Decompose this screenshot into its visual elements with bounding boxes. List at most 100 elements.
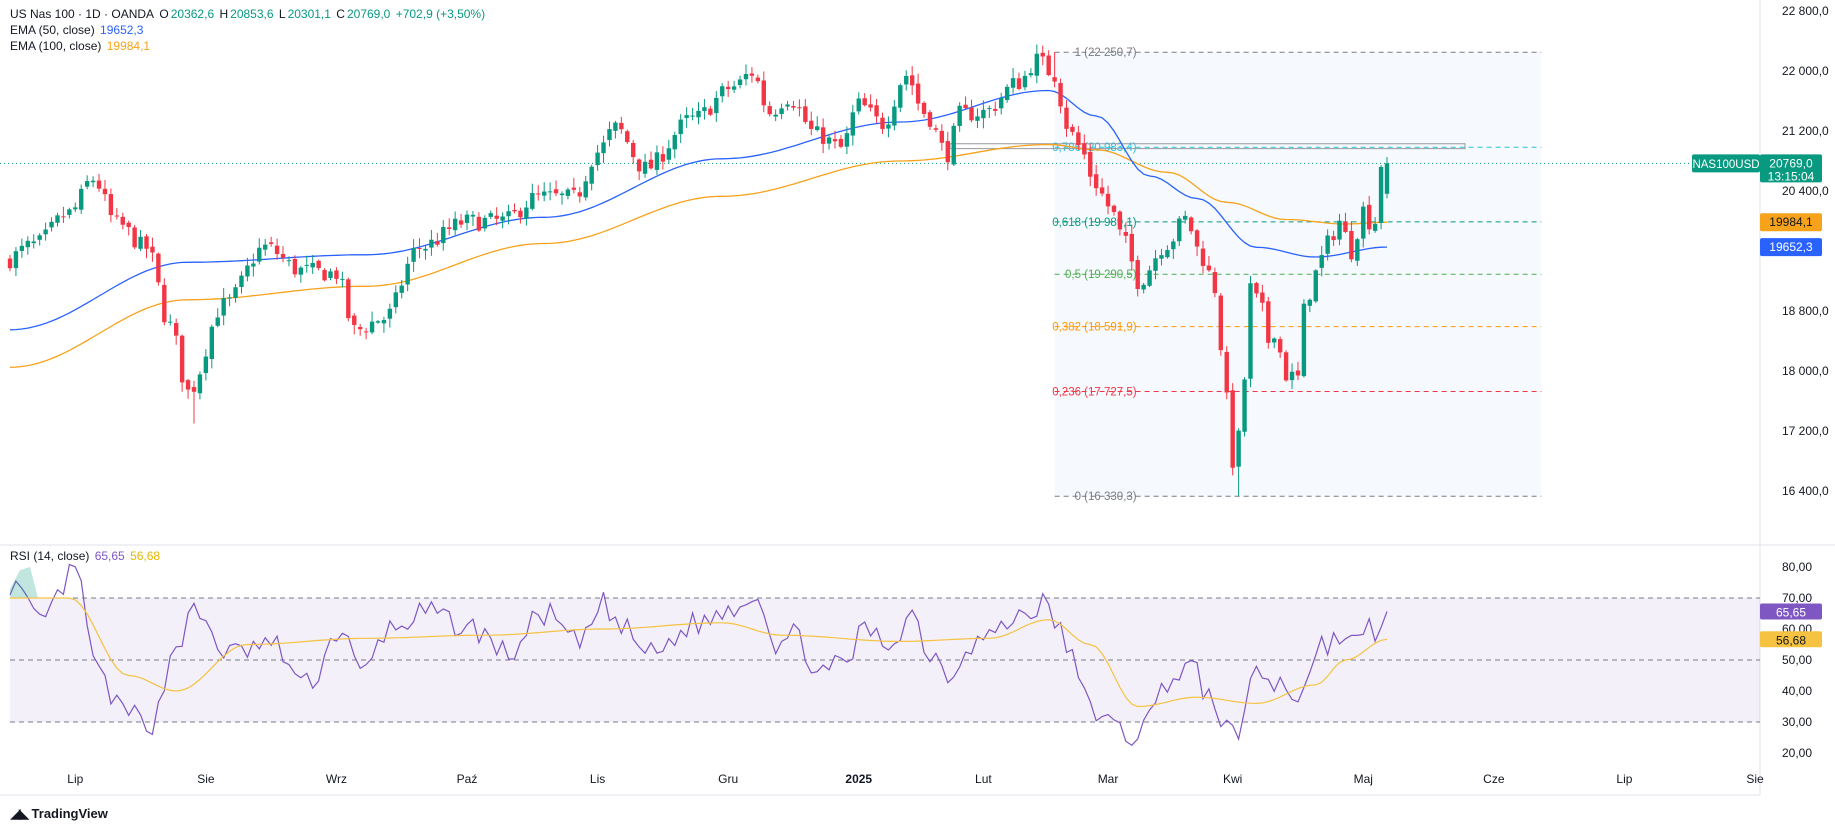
candle[interactable]	[298, 265, 304, 283]
candle[interactable]	[31, 234, 36, 249]
candle[interactable]	[999, 92, 1004, 115]
candle[interactable]	[714, 91, 719, 122]
candle[interactable]	[1088, 144, 1093, 187]
candle[interactable]	[927, 110, 933, 131]
candle[interactable]	[779, 103, 784, 120]
candle[interactable]	[524, 200, 529, 226]
candle[interactable]	[417, 238, 422, 259]
candle[interactable]	[7, 254, 13, 272]
candle[interactable]	[969, 99, 974, 123]
candle[interactable]	[957, 102, 962, 132]
candle[interactable]	[993, 101, 998, 116]
candle[interactable]	[666, 139, 672, 164]
candle[interactable]	[731, 80, 737, 94]
candle[interactable]	[1355, 237, 1360, 266]
candle[interactable]	[820, 118, 826, 154]
candle[interactable]	[209, 324, 215, 369]
rsi-legend[interactable]: RSI (14, close) 65,65 56,68	[10, 548, 162, 564]
candle[interactable]	[1254, 281, 1259, 298]
candle[interactable]	[292, 255, 298, 278]
candle[interactable]	[625, 129, 630, 144]
candle[interactable]	[1052, 52, 1057, 88]
candle[interactable]	[179, 334, 185, 392]
candle[interactable]	[441, 220, 446, 251]
candle[interactable]	[132, 224, 137, 250]
candle[interactable]	[838, 135, 844, 149]
candle[interactable]	[464, 210, 470, 231]
candle[interactable]	[328, 268, 333, 281]
candle[interactable]	[1349, 221, 1354, 263]
candle[interactable]	[79, 184, 84, 214]
candle[interactable]	[227, 294, 232, 307]
candle[interactable]	[96, 173, 102, 192]
candle[interactable]	[162, 278, 167, 326]
candle[interactable]	[696, 102, 701, 125]
candle[interactable]	[892, 99, 897, 131]
candle[interactable]	[1248, 276, 1253, 388]
fibonacci-retracement[interactable]: 1 (22 250,7)0,786 (20 983,4)0,618 (19 98…	[0, 47, 1760, 503]
candle[interactable]	[803, 99, 808, 125]
candle[interactable]	[268, 236, 274, 247]
candle[interactable]	[1236, 428, 1241, 497]
candle[interactable]	[583, 175, 588, 201]
tradingview-brand[interactable]: ◢◣ TradingView	[10, 805, 108, 822]
candle[interactable]	[1182, 210, 1188, 224]
candle[interactable]	[1260, 284, 1265, 312]
candle[interactable]	[393, 285, 398, 314]
candle[interactable]	[904, 70, 909, 91]
candle[interactable]	[678, 113, 683, 144]
candle[interactable]	[702, 98, 707, 120]
candle[interactable]	[1331, 230, 1336, 246]
candle[interactable]	[607, 121, 612, 147]
candle[interactable]	[512, 203, 517, 214]
candle[interactable]	[886, 116, 891, 138]
candle[interactable]	[470, 211, 476, 227]
candle[interactable]	[631, 139, 636, 165]
candle[interactable]	[1022, 70, 1028, 91]
candle[interactable]	[310, 255, 315, 274]
candle[interactable]	[773, 109, 778, 122]
candle[interactable]	[1200, 240, 1206, 274]
candle[interactable]	[322, 268, 327, 282]
candle[interactable]	[1325, 229, 1330, 261]
candle[interactable]	[761, 71, 766, 113]
candle[interactable]	[708, 105, 713, 117]
candle[interactable]	[619, 116, 624, 134]
candle[interactable]	[19, 238, 25, 258]
candle[interactable]	[286, 256, 292, 267]
candle[interactable]	[476, 212, 482, 232]
candle[interactable]	[494, 207, 499, 226]
candle[interactable]	[197, 371, 203, 400]
candle[interactable]	[25, 236, 31, 255]
candle[interactable]	[1070, 124, 1075, 136]
candle[interactable]	[933, 124, 939, 133]
candle[interactable]	[369, 311, 375, 335]
candle[interactable]	[749, 67, 755, 83]
candle[interactable]	[1111, 204, 1117, 216]
candle[interactable]	[316, 259, 321, 271]
candle[interactable]	[565, 187, 571, 200]
candle[interactable]	[1230, 383, 1235, 476]
candle[interactable]	[447, 218, 452, 236]
candle[interactable]	[43, 222, 48, 241]
candle[interactable]	[951, 123, 956, 166]
candle[interactable]	[720, 83, 725, 103]
price-range-box[interactable]	[949, 143, 1466, 150]
candle[interactable]	[642, 153, 648, 178]
candle[interactable]	[1361, 201, 1366, 248]
candle[interactable]	[173, 318, 179, 345]
candle[interactable]	[381, 316, 387, 333]
candle[interactable]	[49, 217, 54, 232]
candle[interactable]	[1319, 245, 1324, 277]
candle[interactable]	[963, 96, 968, 110]
candle[interactable]	[1343, 212, 1348, 234]
candle[interactable]	[1194, 229, 1200, 257]
candle[interactable]	[577, 186, 582, 203]
candle[interactable]	[215, 308, 220, 328]
candle[interactable]	[785, 100, 790, 111]
candle[interactable]	[1153, 249, 1158, 280]
ema50-legend[interactable]: EMA (50, close) 19652,3	[10, 22, 145, 38]
candle[interactable]	[595, 144, 600, 171]
candle[interactable]	[1046, 50, 1051, 77]
